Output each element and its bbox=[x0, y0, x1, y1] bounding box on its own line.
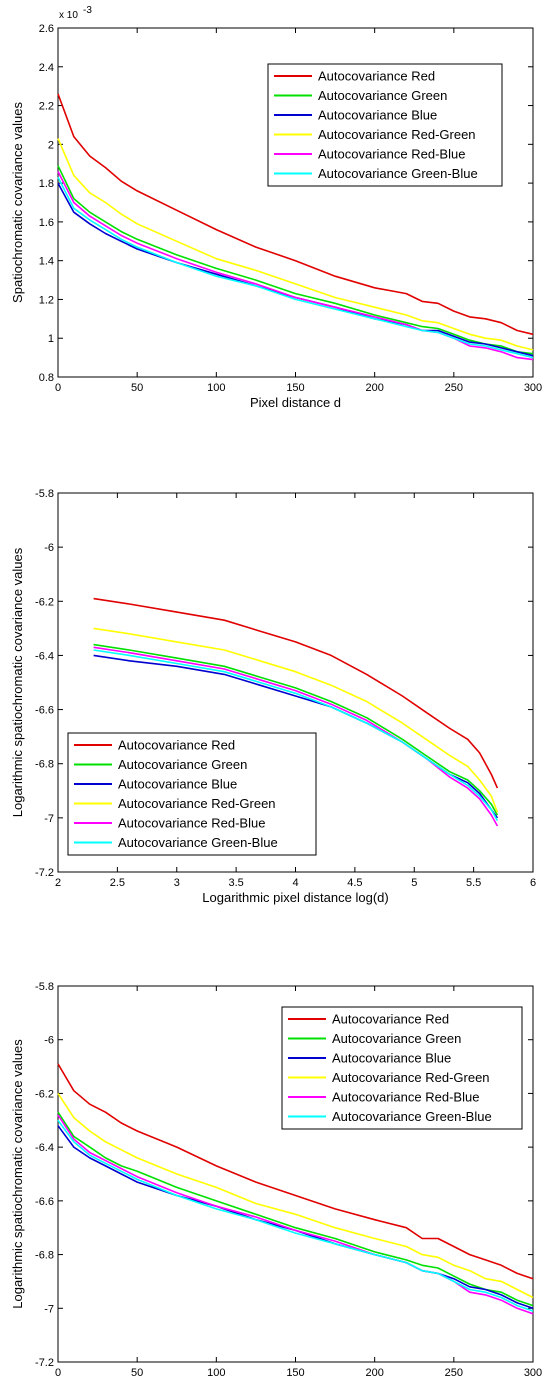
x-tick-label: 4 bbox=[292, 877, 298, 889]
legend-box bbox=[281, 1006, 523, 1130]
x-tick-label: 150 bbox=[286, 382, 304, 394]
legend-entry-4: Autocovariance Red-Green bbox=[118, 796, 276, 811]
series-line-6 bbox=[93, 649, 499, 821]
y-tick-label: -6.4 bbox=[35, 650, 54, 662]
series-line-4 bbox=[57, 1092, 534, 1299]
legend-entry-6: Autocovariance Green-Blue bbox=[332, 1109, 492, 1124]
y-tick-label: 1.8 bbox=[39, 178, 54, 190]
y-tick-label: 2.6 bbox=[39, 23, 54, 35]
series-line-1 bbox=[57, 1063, 534, 1280]
y-tick-label: 1.6 bbox=[39, 217, 54, 229]
x-tick-label: 250 bbox=[445, 1367, 463, 1376]
x-tick-label: 50 bbox=[131, 1367, 143, 1376]
chart-panel-1: 0 50 100 150 200 250 300 0.8 1 1.2 1.4 1.6 1.8 2 2.2 2.… bbox=[10, 5, 542, 410]
chart-panel-2: 2 2.5 3 3.5 4 4.5 5 5.5 6 -7.2 -7 -6.8 -6.6 -6.4 -6.2 -… bbox=[10, 488, 536, 905]
legend-entry-6: Autocovariance Green-Blue bbox=[318, 166, 478, 181]
legend-entry-4: Autocovariance Red-Green bbox=[332, 1070, 490, 1085]
x-tick-label: 4.5 bbox=[347, 877, 362, 889]
series-line-1 bbox=[93, 597, 499, 789]
x-tick-label: 0 bbox=[55, 1367, 61, 1376]
legend: Autocovariance Red Autocovariance Green Au… bbox=[267, 63, 503, 187]
x-tick-label: 50 bbox=[131, 382, 143, 394]
legend-entry-4: Autocovariance Red-Green bbox=[318, 127, 476, 142]
y-exponent-label: x 10 bbox=[59, 10, 78, 21]
y-tick-label: -6.8 bbox=[35, 759, 54, 771]
series-line-5 bbox=[57, 171, 534, 361]
y-tick-label: 0.8 bbox=[39, 372, 54, 384]
series-line-4 bbox=[93, 627, 499, 813]
y-tick-label: -7 bbox=[44, 813, 54, 825]
y-tick-label: -7 bbox=[44, 1303, 54, 1315]
y-tick-label: -6.6 bbox=[35, 1196, 54, 1208]
legend-entry-1: Autocovariance Red bbox=[118, 738, 235, 753]
x-tick-label: 100 bbox=[207, 382, 225, 394]
series-line-4 bbox=[57, 138, 534, 351]
y-tick-label: -7.2 bbox=[35, 867, 54, 879]
legend: Autocovariance Red Autocovariance Green Au… bbox=[281, 1006, 523, 1130]
legend-box bbox=[267, 63, 503, 187]
legend-entry-1: Autocovariance Red bbox=[318, 69, 435, 84]
y-tick-label: 2 bbox=[48, 139, 54, 151]
x-tick-label: 2.5 bbox=[110, 877, 125, 889]
x-tick-label: 200 bbox=[365, 1367, 383, 1376]
y-tick-label: -6.4 bbox=[35, 1142, 54, 1154]
y-exponent-power: -3 bbox=[83, 5, 92, 16]
x-tick-label: 200 bbox=[365, 382, 383, 394]
legend-entry-5: Autocovariance Red-Blue bbox=[118, 816, 265, 831]
y-tick-label: -7.2 bbox=[35, 1357, 54, 1369]
y-tick-label: -5.8 bbox=[35, 488, 54, 500]
y-tick-label: -6 bbox=[44, 542, 54, 554]
chart-panel-3: 0 50 100 150 200 250 300 -7.2 -7 -6.8 -6.6 -6.4 -6.2… bbox=[10, 981, 542, 1376]
x-tick-label: 0 bbox=[55, 382, 61, 394]
legend-entry-3: Autocovariance Blue bbox=[118, 777, 237, 792]
y-tick-label: 1.4 bbox=[39, 256, 54, 268]
legend-entry-2: Autocovariance Green bbox=[332, 1031, 461, 1046]
x-tick-label: 300 bbox=[524, 382, 542, 394]
legend-entry-5: Autocovariance Red-Blue bbox=[332, 1090, 479, 1105]
series-line-5 bbox=[93, 646, 499, 827]
y-tick-label: 2.4 bbox=[39, 62, 54, 74]
x-tick-label: 300 bbox=[524, 1367, 542, 1376]
x-axis-label: Logarithmic pixel distance log(d) bbox=[202, 890, 388, 905]
x-tick-label: 3 bbox=[174, 877, 180, 889]
y-tick-label: -6.6 bbox=[35, 705, 54, 717]
legend-entry-3: Autocovariance Blue bbox=[318, 108, 437, 123]
legend-entry-2: Autocovariance Green bbox=[318, 88, 447, 103]
x-tick-label: 5.5 bbox=[466, 877, 481, 889]
legend-entry-1: Autocovariance Red bbox=[332, 1012, 449, 1027]
y-axis-label: Logarithmic spatiochromatic covariance v… bbox=[10, 1039, 25, 1309]
y-tick-label: 2.2 bbox=[39, 101, 54, 113]
legend-entry-3: Autocovariance Blue bbox=[332, 1051, 451, 1066]
legend: Autocovariance Red Autocovariance Green Au… bbox=[67, 732, 317, 856]
series-line-6 bbox=[57, 1119, 534, 1312]
legend-entry-2: Autocovariance Green bbox=[118, 757, 247, 772]
legend-box bbox=[67, 732, 317, 856]
legend-entry-5: Autocovariance Red-Blue bbox=[318, 147, 465, 162]
series-line-2 bbox=[93, 643, 499, 816]
y-tick-label: -6 bbox=[44, 1035, 54, 1047]
y-tick-label: -6.8 bbox=[35, 1250, 54, 1262]
x-tick-label: 150 bbox=[286, 1367, 304, 1376]
y-tick-label: -5.8 bbox=[35, 981, 54, 993]
y-tick-label: 1 bbox=[48, 333, 54, 345]
legend-entry-6: Autocovariance Green-Blue bbox=[118, 835, 278, 850]
series-line-1 bbox=[57, 93, 534, 336]
y-tick-label: -6.2 bbox=[35, 1088, 54, 1100]
y-axis-label: Logarithmic spatiochromatic covariance v… bbox=[10, 547, 25, 817]
x-tick-label: 2 bbox=[55, 877, 61, 889]
x-axis-label: Pixel distance d bbox=[250, 395, 341, 410]
y-tick-label: 1.2 bbox=[39, 294, 54, 306]
x-tick-label: 100 bbox=[207, 1367, 225, 1376]
series-line-2 bbox=[57, 1111, 534, 1307]
x-tick-label: 5 bbox=[411, 877, 417, 889]
series-line-5 bbox=[57, 1114, 534, 1315]
x-tick-label: 250 bbox=[445, 382, 463, 394]
y-tick-label: -6.2 bbox=[35, 596, 54, 608]
x-tick-label: 6 bbox=[530, 877, 536, 889]
series-line-6 bbox=[57, 176, 534, 359]
y-axis-label: Spatiochromatic covariance values bbox=[10, 102, 25, 303]
x-tick-label: 3.5 bbox=[228, 877, 243, 889]
